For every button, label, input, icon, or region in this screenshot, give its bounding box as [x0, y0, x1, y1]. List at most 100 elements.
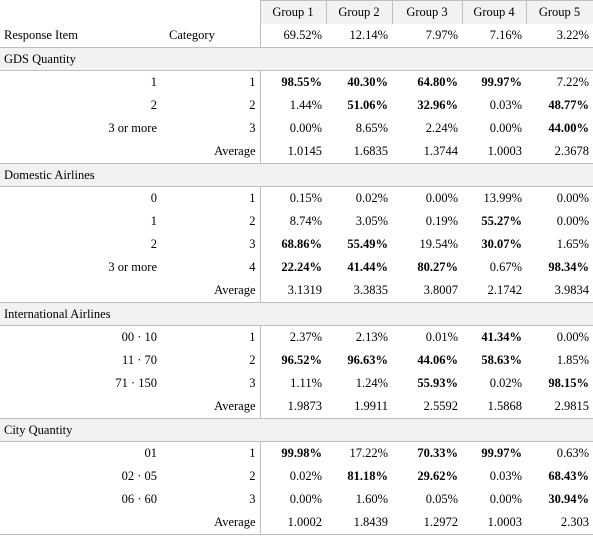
table-row: Average 3.1319 3.3835 3.8007 2.1742 3.9834 — [0, 279, 593, 303]
value-cell-group-2: 1.24% — [355, 376, 388, 390]
value-cell-group-4: 2.1742 — [487, 283, 522, 297]
category-cell: 4 — [249, 260, 256, 274]
value-cell-group-5: 1.85% — [556, 353, 589, 367]
blank-cell — [0, 0, 165, 24]
table-row: Average 1.0002 1.8439 1.2972 1.0003 2.303 — [0, 511, 593, 535]
group-3-share: 7.97% — [392, 24, 462, 48]
response-label: 01 — [144, 446, 158, 460]
value-cell-group-4: 30.07% — [481, 237, 522, 251]
table-row: 02 · 05 2 0.02% 81.18% 29.62% 0.03% 68.43% — [0, 465, 593, 488]
value-cell-group-3: 80.27% — [417, 260, 458, 274]
category-cell: 1 — [249, 191, 256, 205]
value-cell-group-4: 1.0003 — [462, 511, 526, 535]
group-4-header: Group 4 — [461, 0, 527, 24]
value-cell-group-5: 1.65% — [556, 237, 589, 251]
value-cell-group-4: 99.97% — [481, 446, 522, 460]
value-cell-group-4: 0.03% — [489, 469, 522, 483]
category-cell: Average — [214, 399, 256, 413]
value-cell-group-5: 7.22% — [556, 75, 589, 89]
response-label — [0, 140, 165, 164]
value-cell-group-4: 13.99% — [483, 191, 522, 205]
value-cell-group-2: 41.44% — [347, 260, 388, 274]
group-5-header: Group 5 — [525, 0, 593, 24]
table-row: Average 1.9873 1.9911 2.5592 1.5868 2.9815 — [0, 395, 593, 419]
group-1-header: Group 1 — [259, 0, 327, 24]
value-cell-group-1: 1.9873 — [259, 395, 326, 419]
group-header-row: Group 1 Group 2 Group 3 Group 4 Group 5 — [0, 0, 593, 24]
section-header-row: Domestic Airlines — [0, 163, 593, 187]
section-header-row: GDS Quantity — [0, 47, 593, 71]
group-1-share: 69.52% — [259, 24, 326, 48]
value-cell-group-5: 0.00% — [556, 214, 589, 228]
value-cell-group-4: 0.00% — [489, 121, 522, 135]
table-row: 3 or more 3 0.00% 8.65% 2.24% 0.00% 44.00% — [0, 117, 593, 140]
value-cell-group-2: 1.60% — [355, 492, 388, 506]
value-cell-group-2: 3.05% — [355, 214, 388, 228]
value-cell-group-1: 3.1319 — [259, 279, 326, 303]
value-cell-group-2: 81.18% — [347, 469, 388, 483]
response-label — [0, 511, 165, 535]
value-cell-group-4: 0.03% — [489, 98, 522, 112]
value-cell-group-2: 8.65% — [355, 121, 388, 135]
table-row: 1 1 98.55% 40.30% 64.80% 99.97% 7.22% — [0, 70, 593, 94]
value-cell-group-5: 0.00% — [556, 191, 589, 205]
response-label: 00 · 10 — [121, 330, 157, 344]
value-cell-group-4: 58.63% — [481, 353, 522, 367]
value-cell-group-4: 1.5868 — [487, 399, 522, 413]
value-cell-group-4: 41.34% — [481, 330, 522, 344]
blank-cell — [165, 0, 260, 24]
value-cell-group-5: 98.34% — [548, 260, 589, 274]
response-label: 1 — [150, 214, 157, 228]
value-cell-group-5: 30.94% — [548, 492, 589, 506]
table-row: 3 or more 4 22.24% 41.44% 80.27% 0.67% 98.34% — [0, 256, 593, 279]
value-cell-group-4: 99.97% — [481, 75, 522, 89]
category-cell: 2 — [249, 98, 256, 112]
value-cell-group-2: 1.9911 — [354, 399, 388, 413]
table-row: 2 2 1.44% 51.06% 32.96% 0.03% 48.77% — [0, 94, 593, 117]
value-cell-group-3: 1.3744 — [423, 144, 458, 158]
value-cell-group-5: 2.303 — [526, 511, 593, 535]
section-title: City Quantity — [0, 418, 593, 442]
table-row: 2 3 68.86% 55.49% 19.54% 30.07% 1.65% — [0, 233, 593, 256]
table-row: 06 · 60 3 0.00% 1.60% 0.05% 0.00% 30.94% — [0, 488, 593, 511]
value-cell-group-2: 3.3835 — [353, 283, 388, 297]
value-cell-group-3: 2.5592 — [423, 399, 458, 413]
category-cell: 1 — [249, 446, 256, 460]
value-cell-group-1: 22.24% — [259, 256, 326, 279]
response-label: 11 · 70 — [122, 353, 157, 367]
value-cell-group-3: 1.2972 — [392, 511, 462, 535]
value-cell-group-1: 0.15% — [259, 186, 326, 210]
table-row: 1 2 8.74% 3.05% 0.19% 55.27% 0.00% — [0, 210, 593, 233]
table-row: 00 · 10 1 2.37% 2.13% 0.01% 41.34% 0.00% — [0, 325, 593, 349]
value-cell-group-5: 48.77% — [548, 98, 589, 112]
value-cell-group-2: 0.02% — [355, 191, 388, 205]
value-cell-group-1: 96.52% — [259, 349, 326, 372]
section-title: GDS Quantity — [0, 47, 593, 71]
category-header: Category — [165, 24, 260, 48]
category-cell: 3 — [249, 237, 256, 251]
response-label: 1 — [150, 75, 157, 89]
table-row: 0 1 0.15% 0.02% 0.00% 13.99% 0.00% — [0, 186, 593, 210]
value-cell-group-1: 1.0145 — [259, 140, 326, 164]
value-cell-group-5: 44.00% — [548, 121, 589, 135]
value-cell-group-3: 55.93% — [417, 376, 458, 390]
group-2-header: Group 2 — [325, 0, 393, 24]
response-label — [0, 279, 165, 303]
value-cell-group-1: 1.0002 — [259, 511, 326, 535]
value-cell-group-3: 19.54% — [419, 237, 458, 251]
value-cell-group-5: 68.43% — [548, 469, 589, 483]
value-cell-group-4: 55.27% — [481, 214, 522, 228]
value-cell-group-2: 96.63% — [347, 353, 388, 367]
value-cell-group-1: 0.00% — [259, 117, 326, 140]
value-cell-group-4: 0.67% — [489, 260, 522, 274]
value-cell-group-1: 98.55% — [259, 70, 326, 94]
value-cell-group-2: 51.06% — [347, 98, 388, 112]
value-cell-group-5: 0.00% — [556, 330, 589, 344]
table-row: Average 1.0145 1.6835 1.3744 1.0003 2.3678 — [0, 140, 593, 164]
value-cell-group-1: 1.44% — [259, 94, 326, 117]
table-row: 71 · 150 3 1.11% 1.24% 55.93% 0.02% 98.15% — [0, 372, 593, 395]
response-label: 2 — [150, 237, 157, 251]
group-5-share: 3.22% — [526, 24, 593, 48]
value-cell-group-3: 0.19% — [425, 214, 458, 228]
value-cell-group-5: 0.63% — [556, 446, 589, 460]
